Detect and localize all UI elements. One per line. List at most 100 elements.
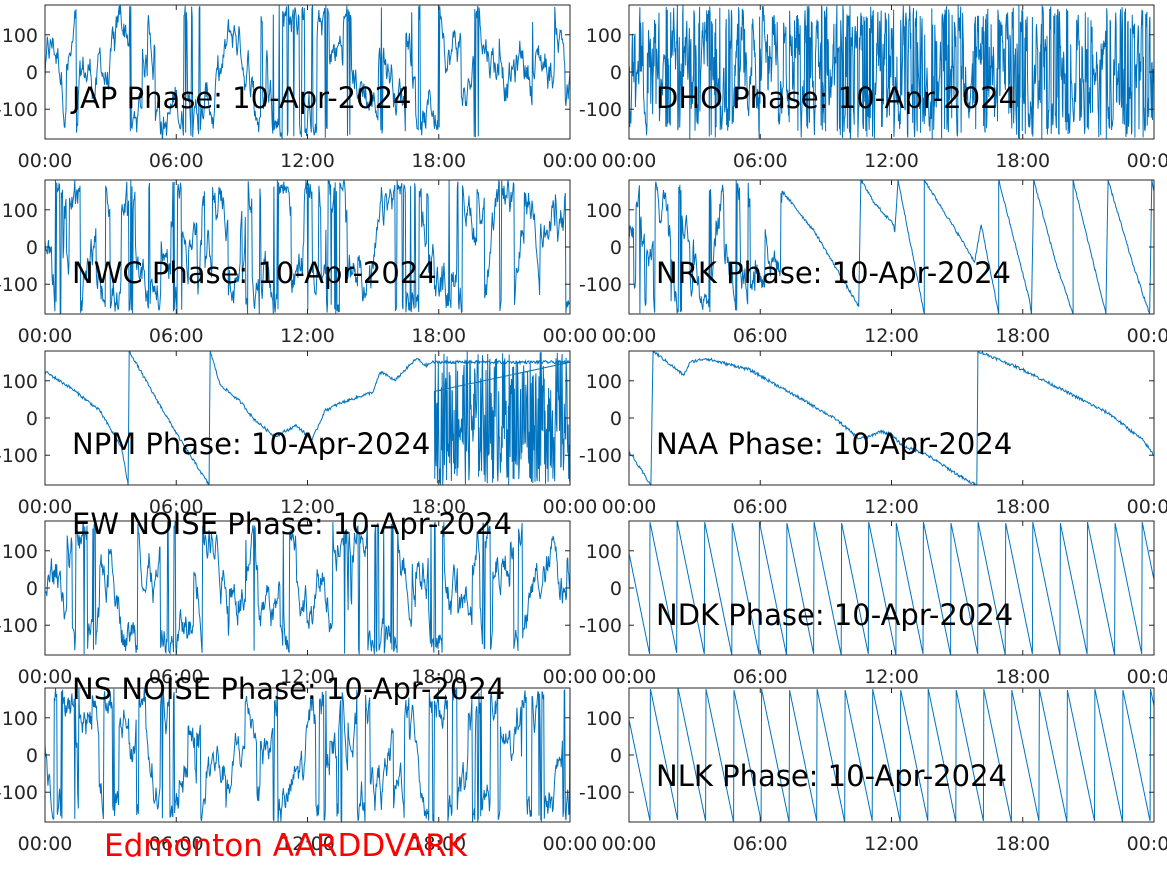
x-tick-label: 18:00: [411, 666, 466, 688]
phase-panel: 100 0 -100 00:00 06:00 12:00 18:00 00:00 NLK Pha…: [579, 687, 1167, 855]
x-tick-label: 00:00: [602, 325, 657, 347]
y-tick-label: 0: [26, 578, 38, 600]
phase-panel: 100 0 -100 00:00 06:00 12:00 18:00 00:00 NPM Pha…: [0, 350, 597, 518]
x-tick-label: 12:00: [864, 325, 919, 347]
x-tick-label: 18:00: [995, 833, 1050, 855]
phase-series-line: [45, 521, 570, 655]
x-tick-label: 12:00: [864, 496, 919, 518]
x-tick-label: 00:00: [543, 666, 598, 688]
x-tick-label: 18:00: [995, 150, 1050, 172]
y-tick-label: 0: [26, 745, 38, 767]
x-tick-label: 00:00: [1127, 666, 1167, 688]
y-tick-label: -100: [0, 274, 38, 296]
phase-series-line: [629, 180, 1154, 314]
y-tick-label: 100: [586, 25, 622, 47]
y-tick-label: -100: [579, 274, 622, 296]
x-tick-label: 18:00: [411, 150, 466, 172]
x-tick-label: 00:00: [1127, 496, 1167, 518]
axes-box: [628, 350, 1155, 486]
x-tick-label: 12:00: [280, 833, 335, 855]
y-tick-label: 100: [2, 25, 38, 47]
y-tick-label: -100: [0, 445, 38, 467]
x-tick-label: 18:00: [411, 496, 466, 518]
x-tick-label: 00:00: [543, 150, 598, 172]
y-tick-label: 0: [610, 237, 622, 259]
x-tick-label: 12:00: [280, 325, 335, 347]
phase-series-line: [629, 5, 1154, 139]
phase-series-line: [45, 351, 570, 485]
x-tick-label: 12:00: [280, 666, 335, 688]
x-tick-label: 06:00: [149, 150, 204, 172]
x-tick-label: 12:00: [864, 150, 919, 172]
y-tick-label: 0: [26, 237, 38, 259]
phase-panel: 100 0 -100 00:00 06:00 12:00 18:00 00:00 NS NOIS…: [0, 672, 597, 855]
phase-panel: 100 0 -100 00:00 06:00 12:00 18:00 00:00 NDK Pha…: [579, 520, 1167, 688]
x-tick-label: 00:00: [18, 150, 73, 172]
y-tick-label: -100: [579, 615, 622, 637]
x-tick-label: 00:00: [602, 150, 657, 172]
x-tick-label: 06:00: [733, 496, 788, 518]
panel-title: NLK Phase: 10-Apr-2024: [656, 759, 1007, 793]
y-tick-label: 100: [586, 541, 622, 563]
x-tick-label: 00:00: [602, 666, 657, 688]
y-tick-label: -100: [579, 99, 622, 121]
panel-title: NS NOISE Phase: 10-Apr-2024: [72, 672, 505, 706]
panel-title: NWC Phase: 10-Apr-2024: [72, 256, 437, 290]
phase-panel: 100 0 -100 00:00 06:00 12:00 18:00 00:00 NWC Pha…: [0, 179, 598, 347]
panel-title: EW NOISE Phase: 10-Apr-2024: [72, 507, 512, 541]
x-tick-label: 18:00: [995, 666, 1050, 688]
y-tick-label: 0: [610, 62, 622, 84]
y-tick-label: 0: [26, 62, 38, 84]
phase-series-line: [629, 351, 1154, 485]
x-tick-label: 06:00: [149, 833, 204, 855]
axes-box: [628, 179, 1155, 315]
x-tick-label: 06:00: [149, 496, 204, 518]
panel-title: NPM Phase: 10-Apr-2024: [72, 427, 430, 461]
phase-series-line: [629, 688, 1154, 822]
y-tick-label: 0: [610, 578, 622, 600]
axes-box: [44, 687, 571, 823]
x-tick-label: 00:00: [18, 833, 73, 855]
panel-title: NRK Phase: 10-Apr-2024: [656, 256, 1011, 290]
phase-series-line: [629, 521, 1154, 655]
x-tick-label: 18:00: [411, 833, 466, 855]
x-tick-label: 06:00: [733, 150, 788, 172]
x-tick-label: 06:00: [733, 325, 788, 347]
x-tick-label: 18:00: [995, 496, 1050, 518]
panel-title: DHO Phase: 10-Apr-2024: [656, 81, 1017, 115]
phase-panel: 100 0 -100 00:00 06:00 12:00 18:00 00:00 DHO Pha…: [579, 4, 1167, 172]
phase-panel: 100 0 -100 00:00 06:00 12:00 18:00 00:00 NAA Pha…: [579, 350, 1167, 518]
y-tick-label: -100: [0, 782, 38, 804]
phase-series-line: [45, 5, 570, 139]
phase-panel: 100 0 -100 00:00 06:00 12:00 18:00 00:00 JAP Pha…: [0, 4, 598, 172]
panel-title: NAA Phase: 10-Apr-2024: [656, 427, 1012, 461]
y-tick-label: 100: [2, 200, 38, 222]
x-tick-label: 06:00: [149, 666, 204, 688]
y-tick-label: 0: [26, 408, 38, 430]
y-tick-label: -100: [0, 615, 38, 637]
y-tick-label: 0: [610, 408, 622, 430]
x-tick-label: 00:00: [543, 325, 598, 347]
y-tick-label: 100: [2, 708, 38, 730]
y-tick-label: -100: [0, 99, 38, 121]
x-tick-label: 00:00: [1127, 833, 1167, 855]
y-tick-label: 100: [586, 200, 622, 222]
y-tick-label: -100: [579, 782, 622, 804]
phase-series-line: [45, 688, 570, 822]
axes-box: [628, 687, 1155, 823]
x-tick-label: 12:00: [280, 150, 335, 172]
y-tick-label: 100: [2, 371, 38, 393]
x-tick-label: 00:00: [1127, 150, 1167, 172]
x-tick-label: 00:00: [1127, 325, 1167, 347]
phase-series-line: [45, 180, 570, 314]
station-label: Edmonton AARDDVARK: [104, 828, 468, 864]
x-tick-label: 00:00: [18, 496, 73, 518]
x-tick-label: 00:00: [543, 833, 598, 855]
x-tick-label: 12:00: [280, 496, 335, 518]
x-tick-label: 12:00: [864, 666, 919, 688]
x-tick-label: 06:00: [733, 833, 788, 855]
x-tick-label: 00:00: [18, 325, 73, 347]
x-tick-label: 18:00: [411, 325, 466, 347]
y-tick-label: 100: [586, 708, 622, 730]
